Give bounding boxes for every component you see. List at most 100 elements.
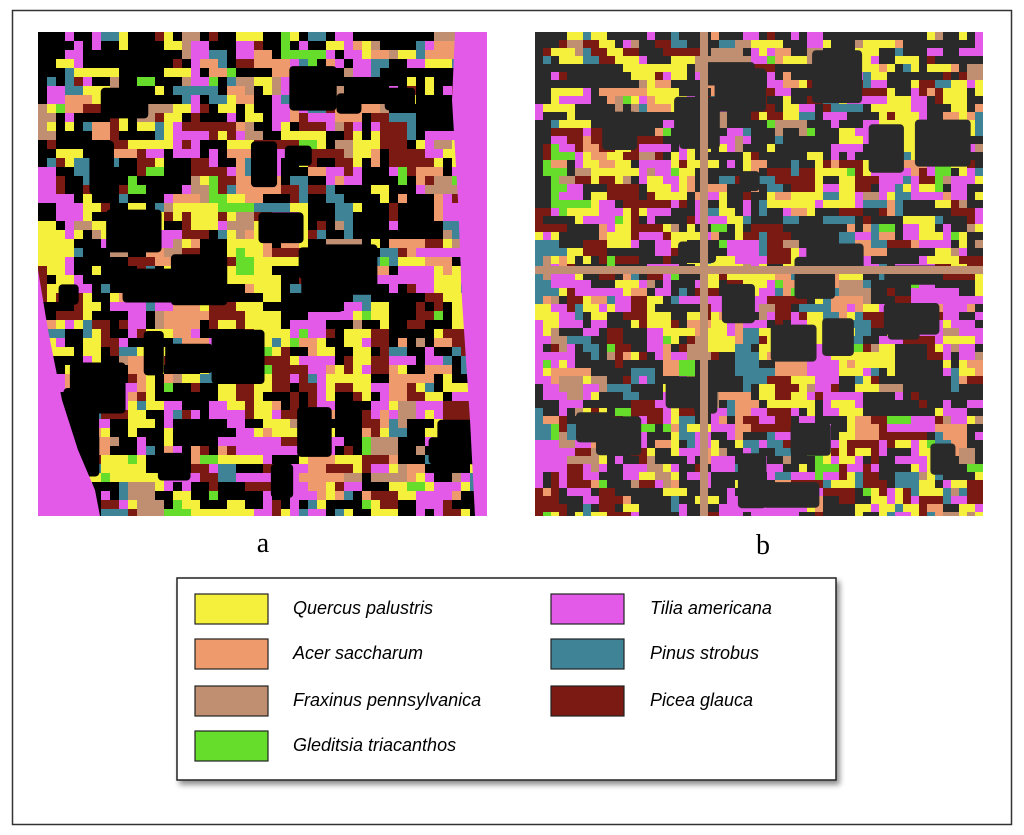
map-cell [119,32,128,41]
map-cell [227,230,236,239]
map-cell [191,41,200,50]
map-cell [959,168,967,176]
map-cell [182,482,191,491]
map-cell [583,456,591,464]
map-cell [855,464,863,472]
map-cell [380,356,389,365]
map-cell [362,329,371,338]
map-cell [831,104,839,112]
map-cell [975,368,983,376]
map-cell [191,473,200,482]
map-cell [281,68,290,77]
map-cell [425,77,434,86]
map-cell [839,352,847,360]
map-cell [903,112,911,120]
map-cell [326,41,335,50]
map-cell [655,96,663,104]
map-cell [209,302,218,311]
map-cell [687,416,695,424]
map-cell [767,224,775,232]
map-cell [975,120,983,128]
map-cell [173,113,182,122]
map-cell [263,419,272,428]
map-cell [83,104,92,113]
map-cell [615,352,623,360]
map-cell [863,304,871,312]
map-cell [775,128,783,136]
map-cell [815,304,823,312]
map-cell [623,504,631,512]
map-cell [903,136,911,144]
map-cell [398,401,407,410]
map-cell [679,504,687,512]
map-cell [911,448,919,456]
map-cell [879,88,887,96]
map-cell [74,212,83,221]
map-cell [727,504,735,512]
map-cell [245,149,254,158]
map-cell [425,491,434,500]
map-cell [743,360,751,368]
map-cell [559,312,567,320]
map-cell [655,296,663,304]
map-cell [879,240,887,248]
map-cell [452,293,461,302]
map-cell [575,40,583,48]
map-cell [353,347,362,356]
map-cell [65,104,74,113]
map-cell [146,509,155,516]
map-cell [245,284,254,293]
map-cell [839,288,847,296]
map-cell [380,104,389,113]
map-cell [839,104,847,112]
map-cell [695,48,703,56]
map-cell [200,311,209,320]
map-cell [679,152,687,160]
map-cell [191,158,200,167]
map-cell [263,266,272,275]
map-cell [371,365,380,374]
map-cell [281,338,290,347]
map-cell [65,311,74,320]
map-cell [227,86,236,95]
map-cell [47,320,56,329]
map-cell [146,167,155,176]
map-cell [155,509,164,516]
map-cell [452,338,461,347]
map-cell [959,328,967,336]
map-cell [727,176,735,184]
map-cell [272,203,281,212]
map-cell [389,221,398,230]
map-cell [879,440,887,448]
map-cell [855,200,863,208]
map-cell [967,176,975,184]
map-cell [389,374,398,383]
map-cell [783,504,791,512]
map-cell [775,224,783,232]
map-cell [38,176,47,185]
map-cell [425,275,434,284]
map-cell [967,80,975,88]
map-cell [371,491,380,500]
map-cell [751,272,759,280]
map-cell [416,239,425,248]
map-cell [863,344,871,352]
map-cell [173,311,182,320]
map-cell [639,464,647,472]
map-cell [911,96,919,104]
map-cell [47,131,56,140]
map-cell [607,56,615,64]
map-cell [101,473,110,482]
map-cell [959,440,967,448]
map-cell [871,240,879,248]
map-cell [887,416,895,424]
map-cell [209,185,218,194]
map-cell [743,352,751,360]
map-cell [631,304,639,312]
legend-box [176,577,837,781]
map-cell [639,400,647,408]
map-cell [92,356,101,365]
map-cell [727,392,735,400]
map-cell [775,40,783,48]
map-cell [290,419,299,428]
